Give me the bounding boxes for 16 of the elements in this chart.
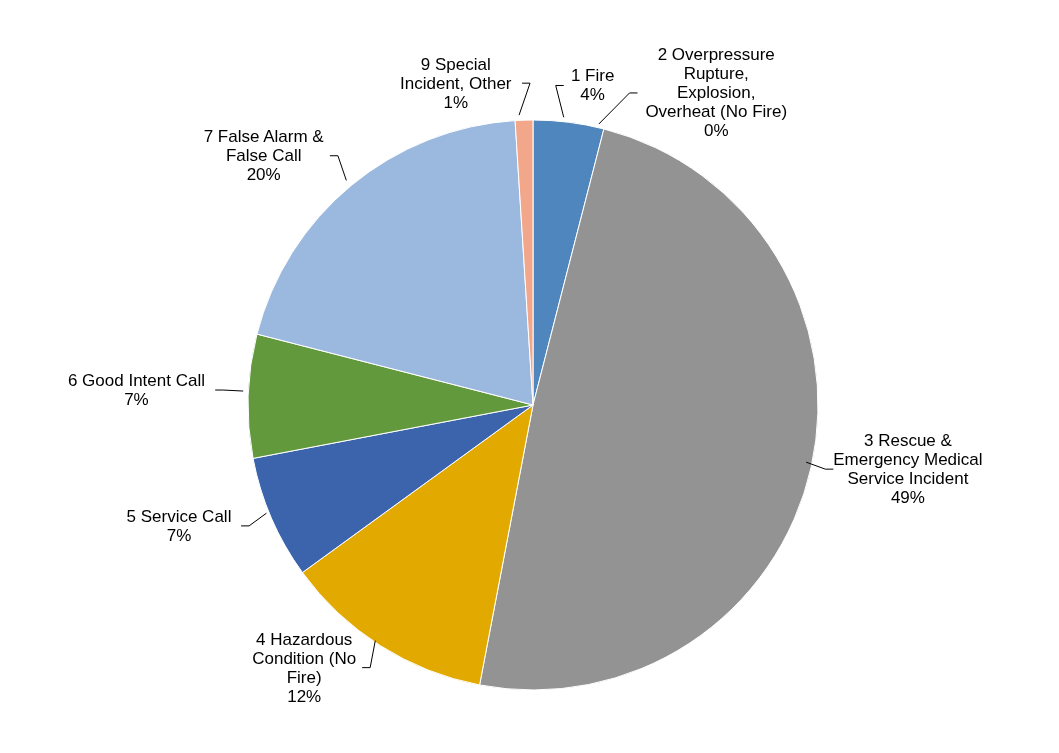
slice-label: 4 Hazardous Condition (No Fire): [252, 629, 357, 687]
data-label: 7%: [166, 525, 192, 545]
data-label: 49%: [890, 488, 925, 508]
data-label: 20%: [246, 165, 281, 185]
category-label: 2 Overpressure Rupture, Explosion, Overheat (No Fire): [645, 45, 788, 122]
slice-label: 7 False Alarm & False Call: [203, 127, 325, 166]
slice-label: 5 Service Call: [126, 506, 232, 526]
slice-label: 1 Fire: [570, 66, 615, 86]
data-label: 12%: [287, 686, 322, 706]
data-label: 4%: [580, 85, 605, 105]
text: 0%: [703, 121, 729, 141]
data-label: 7%: [124, 390, 149, 410]
slice-label: 9 Special Incident, Other: [400, 54, 512, 93]
slice-label: 3 Rescue & Emergency Medical Service Incident: [833, 431, 983, 489]
data-label: 1%: [443, 92, 469, 112]
slice-label: 6 Good Intent Call: [67, 371, 205, 391]
